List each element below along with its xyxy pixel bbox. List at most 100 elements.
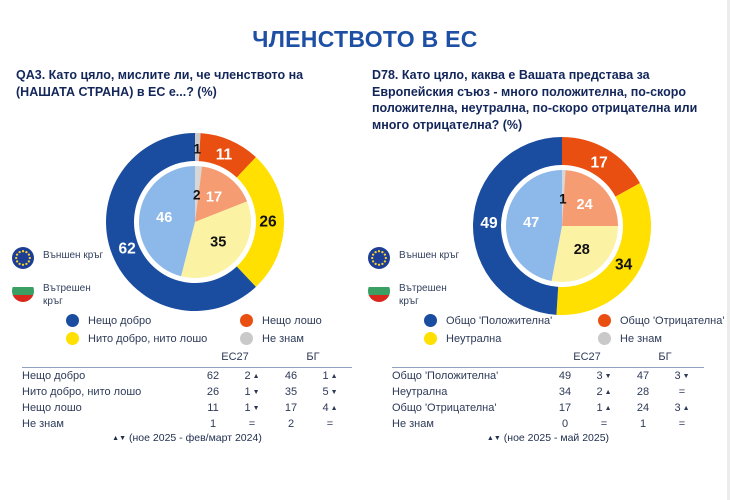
change-cell: 1 ▲ [596,402,612,414]
value-cell: 62 [206,370,220,382]
change-arrow-icon: ▼ [682,372,690,380]
value-cell: 26 [206,386,220,398]
table-row: Не знам 0 = 1 = [392,416,704,432]
table-row: Общо 'Положителна' 49 3 ▼ 47 3 ▼ [392,368,704,385]
donut-slice-label: 26 [259,214,277,231]
change-arrow-icon: ▲ [604,404,612,412]
legend-item: Общо 'Положителна' [424,314,588,327]
change-cell: = [326,418,334,430]
change-cell: 5 ▼ [322,386,338,398]
change-arrows-key: ▲▼ [112,435,127,442]
value-cell: 2 [287,418,295,430]
donut-inner-pie-slice [195,166,203,222]
donut-outer-ring-slice [105,133,256,311]
legend-color-dot [66,332,79,345]
ring-legend: Външен кръг Вътрешен кръг [368,247,461,308]
question-text: D78. Като цяло, каква е Вашата представа… [372,68,698,132]
table-header: ЕС27 БГ [22,351,352,368]
change-cell: 2 ▲ [596,386,612,398]
legend-label: Не знам [262,332,304,345]
results-table: ЕС27 БГ Нещо добро 62 2 ▲ 46 1 ▲ Нито добро, нито… [22,351,352,432]
change-cell: = [678,418,686,430]
change-arrows-key: ▲▼ [486,435,501,442]
value-cell: 34 [558,386,572,398]
donut-inner-pie-slice [562,170,618,226]
ring-legend-item: Вътрешен кръг [368,280,461,308]
donut-inner-pie-slice [505,170,562,282]
row-label: Не знам [392,418,434,430]
donut-slice-label: 34 [615,257,633,274]
row-label: Общо 'Положителна' [392,370,499,382]
table-row: Не знам 1 = 2 = [22,416,352,432]
donut-chart: 17 34 49 1 24 28 47 [473,137,651,315]
table-body: Нещо добро 62 2 ▲ 46 1 ▲ Нито добро, нито лошо 2… [22,368,352,433]
table-header-spacer [22,351,196,368]
donut-slice-label: 2 [193,188,201,203]
donut-outer-ring-slice [473,137,562,315]
legend-color-dot [240,332,253,345]
row-label: Нито добро, нито лошо [22,386,142,398]
legend-label: Общо 'Положителна' [446,314,553,327]
donut-slice-label: 35 [210,235,226,251]
row-label: Неутрална [392,386,448,398]
value-cell: 1 [209,418,217,430]
bg-flag-icon [12,280,34,302]
value-cell: 46 [284,370,298,382]
table-header-spacer [392,351,548,368]
legend-item: Неутрална [424,332,588,345]
value-cell: 35 [284,386,298,398]
change-arrow-icon: ▼ [330,388,338,396]
table-row: Общо 'Отрицателна' 17 1 ▲ 24 3 ▲ [392,400,704,416]
ring-legend-item: Външен кръг [12,247,105,269]
change-cell: 3 ▼ [596,370,612,382]
results-table: ЕС27 БГ Общо 'Положителна' 49 3 ▼ 47 3 ▼ Неутралн… [392,351,704,432]
donut-slice-label: 1 [559,192,567,207]
change-cell: 3 ▲ [674,402,690,414]
legend-color-dot [598,332,611,345]
row-label: Общо 'Отрицателна' [392,402,497,414]
row-label: Нещо лошо [22,402,82,414]
color-legend: Нещо добро Нещо лошо Нито добро, нито лошо… [66,314,322,345]
donut-slice-label: 28 [574,242,590,258]
legend-item: Не знам [598,332,724,345]
footnote-text: (ное 2025 - фев/март 2024) [129,432,262,444]
change-cell: 3 ▼ [674,370,690,382]
donut-slice-label: 24 [577,197,593,213]
legend-color-dot [424,332,437,345]
donut-outer-ring-slice [562,137,640,197]
footnote-text: (ное 2025 - май 2025) [503,432,610,444]
donut-outer-ring-slice [195,133,201,162]
table-header-row: ЕС27 БГ [392,351,704,368]
value-cell: 0 [561,418,569,430]
value-cell: 17 [284,402,298,414]
panel-eu-image: D78. Като цяло, каква е Вашата представа… [368,0,724,500]
donut-slice-label: 17 [591,155,608,172]
donut-slice-label: 17 [206,190,222,206]
ring-legend-item: Вътрешен кръг [12,280,105,308]
change-arrow-icon: ▼ [252,388,260,396]
table-header-ec27: ЕС27 [196,351,274,368]
legend-color-dot [240,314,253,327]
value-cell: 24 [636,402,650,414]
ring-legend-item: Външен кръг [368,247,461,269]
legend-label: Общо 'Отрицателна' [620,314,725,327]
value-cell: 28 [636,386,650,398]
donut-inner-pie-slice [181,201,252,278]
row-label: Нещо добро [22,370,86,382]
donut-slice-label: 46 [156,210,172,226]
change-cell: = [678,386,686,398]
change-arrow-icon: ▲ [252,372,260,380]
table-row: Нито добро, нито лошо 26 1 ▼ 35 5 ▼ [22,384,352,400]
legend-label: Нито добро, нито лошо [88,332,208,345]
donut-slice-label: 49 [480,215,498,232]
color-legend: Общо 'Положителна' Общо 'Отрицателна' Неут… [424,314,724,345]
legend-label: Не знам [620,332,662,345]
ring-legend-label: Вътрешен кръг [43,283,91,307]
change-cell: 2 ▲ [244,370,260,382]
slide-right-edge [727,0,730,500]
change-arrow-icon: ▲ [682,404,690,412]
change-cell: 1 ▲ [322,370,338,382]
legend-item: Нито добро, нито лошо [66,332,230,345]
table-footnote: ▲▼ (ное 2025 - май 2025) [392,428,704,446]
donut-outer-ring-slice [236,157,284,287]
